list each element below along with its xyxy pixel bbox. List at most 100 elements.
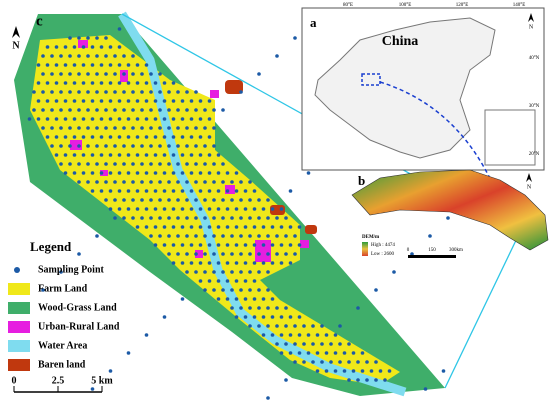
sampling-point [117, 207, 122, 211]
sampling-point [347, 342, 351, 346]
sampling-point [140, 108, 144, 112]
sampling-point [117, 171, 122, 175]
sampling-point [45, 99, 50, 103]
sampling-point [68, 36, 72, 40]
sampling-point [221, 108, 225, 112]
sampling-point [356, 360, 360, 364]
sampling-point [212, 234, 216, 238]
sampling-point [162, 171, 167, 175]
sampling-point [162, 315, 167, 319]
sampling-point [104, 144, 108, 148]
sampling-point [239, 306, 243, 310]
sampling-point [293, 36, 297, 40]
sampling-point [284, 378, 288, 382]
sampling-point [54, 99, 59, 103]
sampling-point [153, 153, 158, 157]
sampling-point [252, 243, 257, 247]
sampling-point [288, 243, 293, 247]
sampling-point [108, 81, 113, 85]
sampling-point [243, 225, 248, 229]
scale-label: 300km [449, 248, 463, 253]
sampling-point [72, 135, 77, 139]
panel-label: c [36, 13, 43, 29]
sampling-point [252, 207, 257, 211]
sampling-point [81, 81, 86, 85]
sampling-point [252, 297, 257, 301]
sampling-point [113, 144, 117, 148]
sampling-point [144, 153, 149, 157]
sampling-point [41, 288, 45, 292]
sampling-point [81, 153, 86, 157]
sampling-point [86, 162, 90, 166]
sampling-point [333, 333, 338, 337]
sampling-point [239, 216, 243, 220]
sampling-point [203, 288, 207, 292]
sampling-point [189, 207, 194, 211]
sampling-point [252, 189, 257, 193]
sampling-point [297, 333, 302, 337]
sampling-point [423, 387, 428, 391]
sampling-point [59, 54, 63, 58]
sampling-point [266, 396, 270, 400]
sampling-point [41, 126, 45, 130]
sampling-point [126, 135, 131, 139]
sampling-point [167, 126, 171, 130]
sampling-point [441, 369, 446, 373]
sampling-point [108, 207, 113, 211]
sampling-point [144, 333, 149, 337]
sampling-point [113, 54, 117, 58]
sampling-point [257, 216, 261, 220]
legend-title: Legend [30, 239, 72, 254]
sampling-point [72, 117, 77, 121]
sampling-point [113, 126, 117, 130]
sampling-point [171, 99, 176, 103]
sampling-point [104, 108, 108, 112]
sampling-point [365, 378, 369, 382]
sampling-point [185, 90, 189, 94]
sampling-point [257, 72, 261, 76]
sampling-point [189, 117, 194, 121]
sampling-point [72, 81, 77, 85]
sampling-point [234, 297, 239, 301]
sampling-point [50, 108, 54, 112]
sampling-point [243, 207, 248, 211]
sampling-point [275, 234, 279, 238]
sampling-point [225, 225, 230, 229]
sampling-point [338, 324, 342, 328]
sampling-point [149, 144, 153, 148]
sampling-point [149, 72, 153, 76]
sampling-point [41, 90, 45, 94]
sampling-point [257, 288, 261, 292]
sampling-point [203, 234, 207, 238]
sampling-point [81, 99, 86, 103]
legend-label: Sampling Point [38, 264, 105, 275]
sampling-point [203, 216, 207, 220]
sampling-point [225, 279, 230, 283]
sampling-point [239, 198, 243, 202]
sampling-point [108, 63, 113, 67]
sampling-point [171, 207, 176, 211]
sampling-point [162, 99, 167, 103]
sampling-point [167, 90, 171, 94]
sampling-point [257, 306, 261, 310]
sampling-point [392, 270, 396, 274]
legend-symbol [14, 267, 20, 273]
sampling-point [279, 315, 284, 319]
study-area-box [361, 73, 381, 86]
legend-label: Urban-Rural Land [38, 321, 120, 332]
sampling-point [95, 180, 99, 184]
sampling-point [149, 234, 153, 238]
sampling-point [279, 333, 284, 337]
sampling-point [86, 144, 90, 148]
sampling-point [149, 180, 153, 184]
sampling-point [257, 234, 261, 238]
sampling-point [32, 90, 36, 94]
sampling-point [59, 144, 63, 148]
sampling-point [360, 351, 365, 355]
sampling-point [108, 189, 113, 193]
sampling-point [212, 144, 216, 148]
sampling-point [306, 171, 311, 175]
sampling-point [279, 207, 284, 211]
sampling-point [257, 252, 261, 256]
connector [444, 231, 521, 389]
